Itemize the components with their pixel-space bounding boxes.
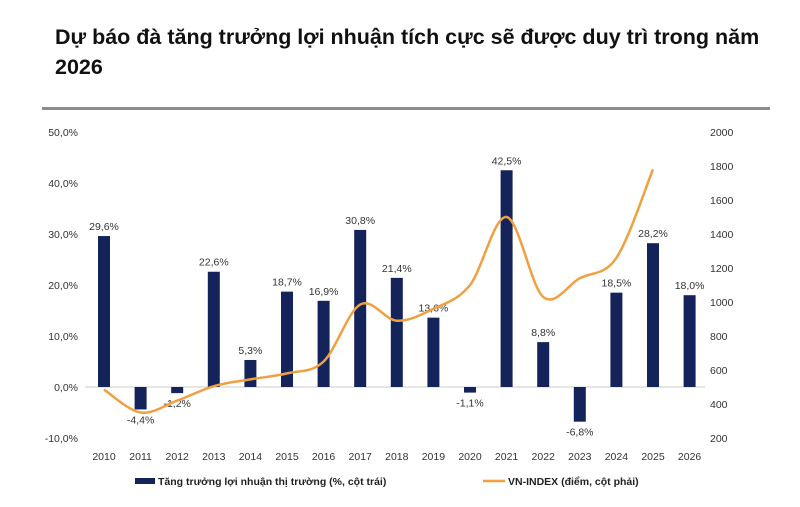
bar-2023 [573,387,586,422]
bar-2014 [244,359,257,387]
data-label-2025: 28,2% [638,228,668,240]
title-divider [42,107,770,110]
vn-index-line [103,168,655,414]
left-tick-label: 20,0% [48,280,78,292]
left-tick-label: 40,0% [48,178,78,190]
legend-bar-label: Tăng trưởng lợi nhuận thị trường (%, cột… [158,476,386,488]
data-label-2010: 29,6% [89,221,119,233]
bar-2010 [98,236,110,387]
bar-2026 [683,295,696,387]
bar-2025 [647,243,659,387]
x-tick-label: 2022 [532,451,556,463]
x-tick-label: 2023 [568,451,592,463]
x-tick-label: 2011 [129,451,152,463]
x-tick-label: 2016 [312,451,336,463]
left-tick-label: 0,0% [54,382,78,394]
x-tick-label: 2018 [385,451,409,463]
x-tick-label: 2021 [495,451,519,463]
bar-2011 [134,387,147,410]
bar-2017 [354,229,367,387]
x-tick-label: 2017 [349,451,373,463]
right-tick-label: 1600 [710,195,734,207]
data-label-2024: 18,5% [602,278,632,290]
left-tick-label: 10,0% [48,331,78,343]
right-tick-label: 200 [710,433,728,445]
data-label-2012: -1,2% [163,398,190,410]
bar-2021 [500,170,513,387]
right-tick-label: 400 [710,399,728,411]
x-tick-label: 2019 [422,451,446,463]
legend-line-label: VN-INDEX (điểm, cột phải) [508,476,639,488]
bar-2016 [317,300,330,387]
data-label-2023: -6,8% [566,427,593,439]
data-label-2014: 5,3% [238,345,262,357]
data-label-2018: 21,4% [382,263,412,275]
bar-2024 [610,292,623,387]
x-tick-label: 2015 [275,451,299,463]
x-tick-label: 2014 [239,451,263,463]
data-label-2013: 22,6% [199,257,229,269]
right-tick-label: 1400 [710,229,734,241]
x-tick-label: 2012 [166,451,190,463]
bar-2020 [464,387,476,393]
x-tick-label: 2024 [605,451,629,463]
x-tick-label: 2020 [458,451,482,463]
data-label-2017: 30,8% [345,215,375,227]
left-tick-label: 50,0% [48,127,78,139]
data-label-2011: -4,4% [127,414,154,426]
bar-2022 [537,342,550,387]
right-tick-label: 1000 [710,297,734,309]
left-tick-label: -10,0% [45,433,78,445]
bar-2012 [171,387,184,394]
legend-bar-swatch [135,478,155,484]
data-label-2016: 16,9% [309,286,339,298]
x-tick-label: 2025 [641,451,665,463]
left-tick-label: 30,0% [48,229,78,241]
bar-2013 [207,271,220,387]
x-tick-label: 2010 [92,451,116,463]
right-tick-label: 800 [710,331,728,343]
bar-2015 [281,291,293,387]
chart-title: Dự báo đà tăng trưởng lợi nhuận tích cực… [55,25,760,79]
data-label-2026: 18,0% [675,280,705,292]
right-tick-label: 1800 [710,161,734,173]
bar-2018 [390,277,403,387]
right-tick-label: 600 [710,365,728,377]
x-tick-label: 2026 [678,451,702,463]
data-label-2020: -1,1% [456,398,483,410]
x-tick-label: 2013 [202,451,226,463]
data-label-2015: 18,7% [272,277,302,289]
bar-2019 [427,317,440,387]
right-tick-label: 1200 [710,263,734,275]
data-label-2021: 42,5% [492,155,522,167]
right-tick-label: 2000 [710,127,734,139]
data-label-2022: 8,8% [531,327,555,339]
